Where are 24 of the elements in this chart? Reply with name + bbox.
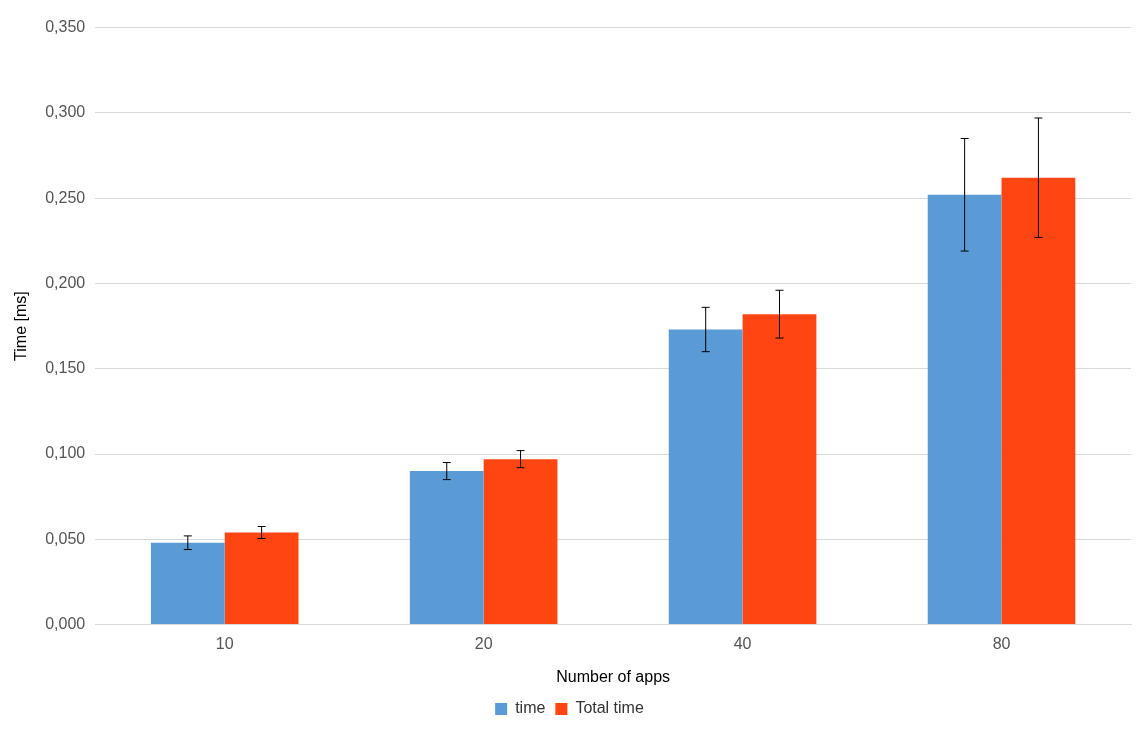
bar [483, 459, 558, 625]
bar [150, 542, 225, 625]
y-tick-label: 0,100 [45, 444, 86, 462]
y-tick-label: 0,300 [45, 103, 86, 121]
x-tick-label: 80 [992, 634, 1011, 652]
bar [742, 314, 817, 625]
y-tick-label: 0,250 [45, 188, 86, 206]
y-axis-title: Time [ms] [12, 291, 30, 361]
y-tick-label: 0,150 [45, 359, 86, 377]
x-tick-label: 40 [733, 634, 752, 652]
x-tick-label: 10 [215, 634, 234, 652]
bar [409, 471, 484, 625]
y-tick-label: 0,050 [45, 529, 86, 547]
bar [224, 532, 299, 625]
y-tick-label: 0,200 [45, 273, 86, 291]
legend-label: time [515, 699, 546, 717]
x-axis-title: Number of apps [556, 667, 671, 685]
bar [927, 194, 1002, 625]
y-tick-label: 0,350 [45, 18, 86, 36]
y-tick-label: 0,000 [45, 615, 86, 633]
x-tick-label: 20 [474, 634, 493, 652]
bar [668, 329, 743, 625]
bar [1001, 177, 1076, 625]
legend-label: Total time [575, 699, 644, 717]
